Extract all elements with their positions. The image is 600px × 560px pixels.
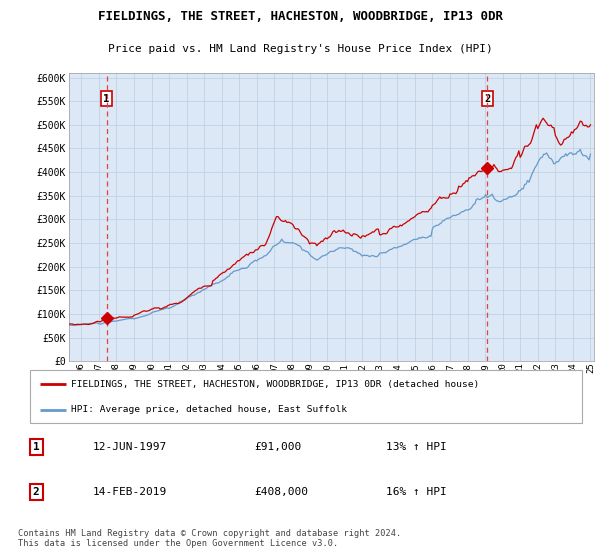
Text: £91,000: £91,000: [254, 442, 301, 452]
Text: 2: 2: [33, 487, 40, 497]
FancyBboxPatch shape: [30, 370, 582, 423]
Text: £408,000: £408,000: [254, 487, 308, 497]
Text: 16% ↑ HPI: 16% ↑ HPI: [386, 487, 447, 497]
Text: FIELDINGS, THE STREET, HACHESTON, WOODBRIDGE, IP13 0DR (detached house): FIELDINGS, THE STREET, HACHESTON, WOODBR…: [71, 380, 479, 389]
Text: FIELDINGS, THE STREET, HACHESTON, WOODBRIDGE, IP13 0DR: FIELDINGS, THE STREET, HACHESTON, WOODBR…: [97, 10, 503, 23]
Text: Contains HM Land Registry data © Crown copyright and database right 2024.
This d: Contains HM Land Registry data © Crown c…: [18, 529, 401, 548]
Text: 12-JUN-1997: 12-JUN-1997: [92, 442, 167, 452]
Text: 1: 1: [103, 94, 110, 104]
Text: Price paid vs. HM Land Registry's House Price Index (HPI): Price paid vs. HM Land Registry's House …: [107, 44, 493, 54]
Text: HPI: Average price, detached house, East Suffolk: HPI: Average price, detached house, East…: [71, 405, 347, 414]
Text: 13% ↑ HPI: 13% ↑ HPI: [386, 442, 447, 452]
Text: 14-FEB-2019: 14-FEB-2019: [92, 487, 167, 497]
Text: 1: 1: [33, 442, 40, 452]
Text: 2: 2: [484, 94, 490, 104]
